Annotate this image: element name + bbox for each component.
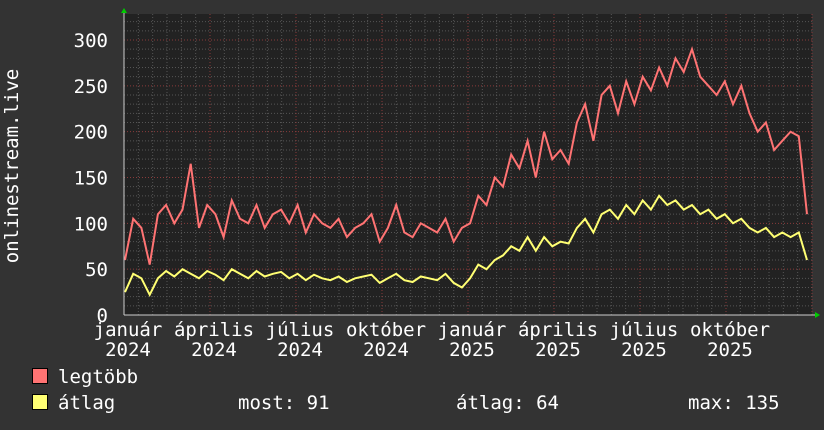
series-line-legtöbb (124, 46, 808, 265)
x-tick-label: január 2025 (438, 319, 507, 361)
y-tick-label: 200 (74, 122, 108, 144)
y-tick-label: 100 (74, 213, 108, 235)
y-axis-label: onlinestream.live (1, 68, 23, 264)
legend-label-avg: átlag (58, 392, 116, 414)
legend-max: legtöbb (32, 366, 138, 388)
legend-avg: átlag (32, 392, 115, 414)
series-line-átlag (124, 194, 808, 298)
y-tick-label: 250 (74, 76, 108, 98)
x-axis-arrow (815, 312, 820, 318)
stat-max: max: 135 (688, 392, 780, 414)
y-tick-label: 300 (74, 30, 108, 52)
y-tick-label: 150 (74, 168, 108, 190)
x-tick-label: október 2025 (690, 319, 770, 361)
legend-swatch-avg (32, 394, 48, 410)
x-tick-label: július 2025 (610, 319, 679, 361)
y-tick-label: 50 (85, 259, 108, 281)
stat-average: átlag: 64 (456, 392, 559, 414)
y-axis-arrow (121, 8, 127, 13)
x-tick-label: január 2024 (94, 319, 163, 361)
stat-current: most: 91 (238, 392, 330, 414)
x-tick-label: július 2024 (266, 319, 335, 361)
x-tick-label: október 2024 (346, 319, 426, 361)
legend-swatch-max (32, 368, 48, 384)
legend-label-max: legtöbb (58, 366, 139, 388)
y-tick-label: 0 (97, 305, 108, 327)
x-tick-label: április 2025 (518, 319, 598, 361)
x-tick-label: április 2024 (174, 319, 254, 361)
